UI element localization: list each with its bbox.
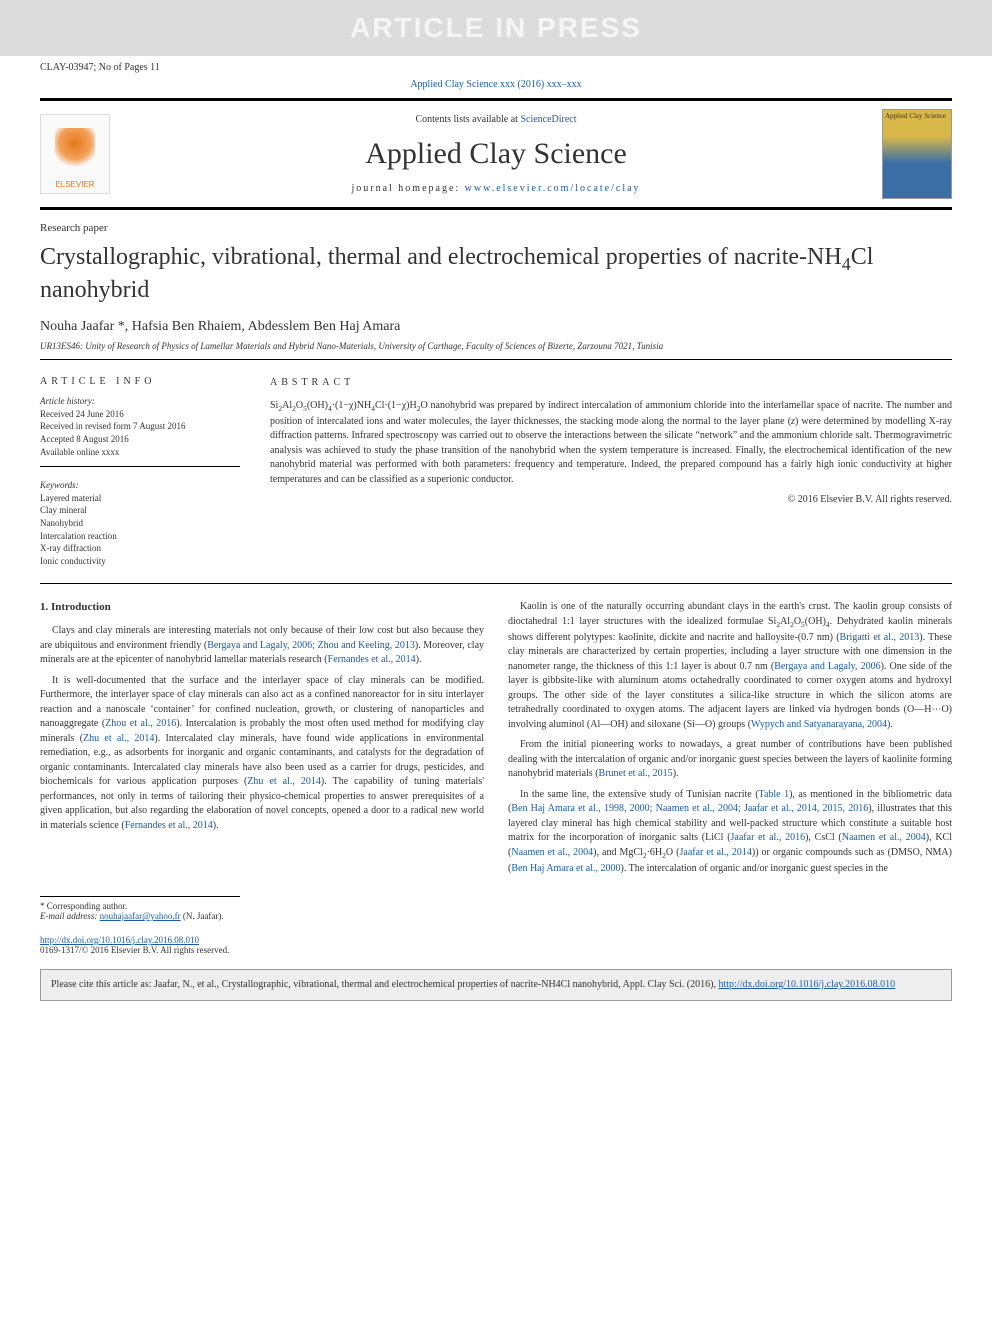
journal-cover-thumbnail: Applied Clay Science — [882, 109, 952, 199]
abstract-text: Si2Al2O5(OH)4·(1−χ)NH4Cl·(1−χ)H2O nanohy… — [270, 399, 952, 487]
authors: Nouha Jaafar *, Hafsia Ben Rhaiem, Abdes… — [40, 319, 952, 335]
journal-ref: Applied Clay Science xxx (2016) xxx–xxx — [0, 79, 992, 90]
homepage-prefix: journal homepage: — [351, 183, 464, 194]
elsevier-logo-label: ELSEVIER — [55, 180, 94, 189]
affiliation: UR13ES46: Unity of Research of Physics o… — [40, 341, 952, 351]
history-heading: Article history: — [40, 395, 240, 408]
journal-name: Applied Clay Science — [126, 137, 866, 171]
rule-bottom — [40, 583, 952, 584]
email-link[interactable]: nouhajaafar@yahoo.fr — [100, 911, 181, 921]
masthead: ELSEVIER Contents lists available at Sci… — [40, 98, 952, 210]
body-paragraph: In the same line, the extensive study of… — [508, 788, 952, 876]
history-accepted: Accepted 8 August 2016 — [40, 433, 240, 446]
doi-link[interactable]: http://dx.doi.org/10.1016/j.clay.2016.08… — [40, 935, 199, 945]
homepage-line: journal homepage: www.elsevier.com/locat… — [126, 183, 866, 194]
cite-text: Please cite this article as: Jaafar, N.,… — [51, 979, 718, 990]
section-heading-intro: 1. Introduction — [40, 600, 484, 616]
keyword-item: Intercalation reaction — [40, 530, 240, 543]
keywords-heading: Keywords: — [40, 479, 240, 492]
abstract-copyright: © 2016 Elsevier B.V. All rights reserved… — [270, 493, 952, 508]
contents-line: Contents lists available at ScienceDirec… — [126, 114, 866, 125]
body-paragraph: Clays and clay minerals are interesting … — [40, 624, 484, 668]
history-revised: Received in revised form 7 August 2016 — [40, 420, 240, 433]
sciencedirect-link[interactable]: ScienceDirect — [520, 114, 576, 125]
corresponding-author: * Corresponding author. — [40, 901, 240, 911]
keyword-item: Nanohybrid — [40, 517, 240, 530]
article-info-heading: ARTICLE INFO — [40, 376, 240, 387]
history-received: Received 24 June 2016 — [40, 408, 240, 421]
cite-box: Please cite this article as: Jaafar, N.,… — [40, 969, 952, 1001]
body-paragraph: It is well-documented that the surface a… — [40, 674, 484, 834]
keyword-item: Clay mineral — [40, 504, 240, 517]
contents-prefix: Contents lists available at — [415, 114, 520, 125]
elsevier-tree-icon — [55, 128, 95, 178]
keyword-item: Layered material — [40, 492, 240, 505]
cite-link[interactable]: http://dx.doi.org/10.1016/j.clay.2016.08… — [718, 979, 895, 990]
keyword-item: Ionic conductivity — [40, 555, 240, 568]
keyword-item: X-ray diffraction — [40, 542, 240, 555]
issn-line: 0169-1317/© 2016 Elsevier B.V. All right… — [40, 945, 229, 955]
body-paragraph: Kaolin is one of the naturally occurring… — [508, 600, 952, 732]
rule-top — [40, 359, 952, 360]
abstract-heading: ABSTRACT — [270, 376, 952, 391]
article-title: Crystallographic, vibrational, thermal a… — [40, 242, 952, 305]
elsevier-logo: ELSEVIER — [40, 114, 110, 194]
homepage-link[interactable]: www.elsevier.com/locate/clay — [465, 183, 641, 194]
watermark-banner: ARTICLE IN PRESS — [0, 0, 992, 56]
email-label: E-mail address: — [40, 911, 97, 921]
body-paragraph: From the initial pioneering works to now… — [508, 738, 952, 782]
email-attribution: (N. Jaafar). — [183, 911, 224, 921]
article-ref-left: CLAY-03947; No of Pages 11 — [40, 62, 160, 73]
history-online: Available online xxxx — [40, 446, 240, 459]
article-type: Research paper — [40, 222, 952, 234]
